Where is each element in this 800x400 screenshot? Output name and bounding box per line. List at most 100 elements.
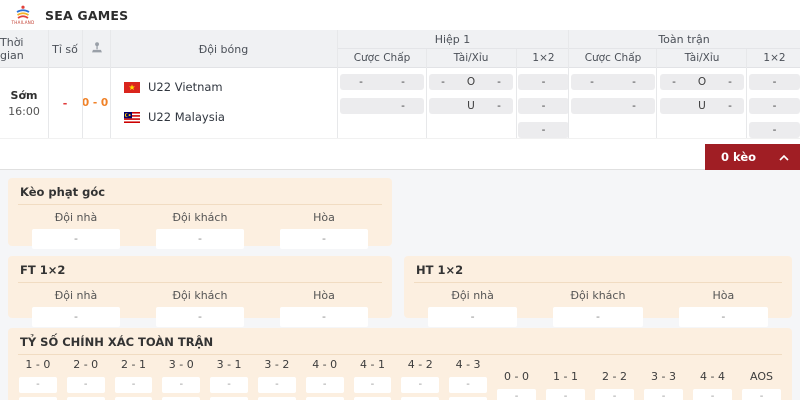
score-odds-cell[interactable]: - bbox=[497, 389, 536, 400]
odds-value: - bbox=[541, 100, 546, 112]
odds-first-half: ----O-U---- bbox=[337, 68, 569, 138]
odds-column-header: Hòa bbox=[313, 211, 335, 224]
score-odds-cell[interactable]: - bbox=[257, 377, 296, 393]
malaysia-flag-icon bbox=[124, 111, 140, 123]
odds-column: Đội nhà - bbox=[410, 286, 535, 327]
chevron-up-icon bbox=[779, 150, 789, 164]
away-team-name[interactable]: U22 Malaysia bbox=[148, 110, 225, 124]
score-odds-cell[interactable]: - bbox=[210, 377, 248, 393]
handicap-odds-pill[interactable]: -- bbox=[340, 74, 424, 90]
corner-odds-panel: Kèo phạt góc Đội nhà - Đội khách - Hòa - bbox=[8, 178, 392, 249]
odds-column-header: Đội khách bbox=[172, 289, 228, 302]
column-divider bbox=[337, 30, 338, 138]
sub-header-1x2: 1×2 bbox=[763, 52, 786, 64]
overunder-odds-pill[interactable]: -O- bbox=[429, 74, 513, 90]
odds-cell[interactable]: - bbox=[678, 307, 768, 327]
score-odds-cell[interactable]: - bbox=[449, 377, 487, 393]
away-team-row[interactable]: U22 Malaysia bbox=[124, 110, 225, 124]
odds-value: - bbox=[672, 76, 676, 88]
score-column-header: 4 - 1 bbox=[359, 358, 385, 371]
score-column-header: 4 - 4 bbox=[700, 370, 725, 383]
1x2-odds-pill[interactable]: - bbox=[518, 74, 569, 90]
score-odds-cell[interactable]: - bbox=[546, 389, 585, 400]
score-odds-cell[interactable]: - bbox=[19, 377, 57, 393]
odds-cell[interactable]: - bbox=[280, 229, 368, 249]
odds-cell[interactable]: - bbox=[156, 229, 244, 249]
score-column: 4 - 1-- bbox=[349, 356, 397, 400]
sub-header-overunder: Tài/Xỉu bbox=[453, 52, 489, 64]
handicap-odds-pill[interactable]: - bbox=[340, 98, 424, 114]
score-column-header: AOS bbox=[750, 370, 773, 383]
score-odds-cell[interactable]: - bbox=[66, 377, 105, 393]
odds-column: Hòa - bbox=[661, 286, 786, 327]
column-divider bbox=[48, 30, 49, 138]
1x2-odds-pill[interactable]: - bbox=[749, 122, 800, 138]
score-column-header: 2 - 1 bbox=[121, 358, 146, 371]
match-row: Sớm 16:00 - 0 - 0 U22 Vietnam bbox=[0, 68, 800, 138]
odds-cell[interactable]: - bbox=[553, 307, 643, 327]
score-odds-cell[interactable]: - bbox=[595, 389, 634, 400]
sub-header-handicap: Cược Chấp bbox=[353, 52, 411, 64]
col-header-score: Tỉ số bbox=[52, 42, 78, 56]
1x2-odds-pill[interactable]: - bbox=[518, 98, 569, 114]
section-title: HT 1×2 bbox=[414, 256, 782, 283]
joystick-icon bbox=[90, 41, 103, 57]
odds-cell[interactable]: - bbox=[32, 229, 120, 249]
1x2-odds-pill[interactable]: - bbox=[749, 98, 800, 114]
score-column-header: 3 - 3 bbox=[651, 370, 676, 383]
col-header-live bbox=[82, 30, 110, 68]
odds-value: - bbox=[772, 124, 777, 136]
section-columns: Đội nhà - Đội khách - Hòa - bbox=[8, 283, 392, 335]
sub-header-overunder: Tài/Xỉu bbox=[684, 52, 720, 64]
overunder-odds-pill[interactable]: U- bbox=[429, 98, 513, 114]
1x2-odds-pill[interactable]: - bbox=[749, 74, 800, 90]
score-column: 0 - 0 - bbox=[492, 368, 541, 400]
odds-cell[interactable]: - bbox=[156, 307, 244, 327]
score-odds-cell[interactable]: - bbox=[305, 377, 344, 393]
section-title: Kèo phạt góc bbox=[18, 178, 382, 205]
col-header-time: Thời gian bbox=[0, 36, 24, 62]
odds-value: - bbox=[772, 76, 777, 88]
odds-value: - bbox=[497, 76, 501, 88]
match-score: - bbox=[62, 96, 68, 110]
odds-column-header: Đội nhà bbox=[54, 211, 98, 224]
odds-cell[interactable]: - bbox=[32, 307, 120, 327]
score-column: AOS - bbox=[737, 368, 786, 400]
handicap-odds-pill[interactable]: - bbox=[571, 98, 655, 114]
overunder-odds-pill[interactable]: U- bbox=[660, 98, 744, 114]
section-columns: Đội nhà - Đội khách - Hòa - bbox=[404, 283, 792, 335]
overunder-odds-pill[interactable]: -O- bbox=[660, 74, 744, 90]
score-column: 4 - 3-- bbox=[444, 356, 492, 400]
score-odds-cell[interactable]: - bbox=[353, 377, 392, 393]
handicap-odds-pill[interactable]: -- bbox=[571, 74, 655, 90]
score-column: 4 - 2-- bbox=[396, 356, 444, 400]
score-column-header: 3 - 2 bbox=[264, 358, 290, 371]
odds-column: Đội khách - bbox=[138, 286, 262, 327]
score-odds-cell[interactable]: - bbox=[742, 389, 781, 400]
score-column-header: 1 - 1 bbox=[553, 370, 578, 383]
score-odds-cell[interactable]: - bbox=[644, 389, 683, 400]
odds-column-header: Đội nhà bbox=[451, 289, 494, 302]
1x2-odds-pill[interactable]: - bbox=[518, 122, 569, 138]
home-team-name[interactable]: U22 Vietnam bbox=[148, 80, 223, 94]
odds-value: - bbox=[632, 76, 636, 88]
keo-collapse-button[interactable]: 0 kèo bbox=[705, 144, 800, 170]
home-team-row[interactable]: U22 Vietnam bbox=[124, 80, 223, 94]
odds-column-header: Hòa bbox=[313, 289, 335, 302]
score-odds-cell[interactable]: - bbox=[401, 377, 440, 393]
odds-value: - bbox=[401, 76, 405, 88]
odds-value: - bbox=[401, 100, 405, 112]
match-teams-cell[interactable]: U22 Vietnam U22 Malay bbox=[110, 68, 337, 138]
odds-column-header: Đội khách bbox=[570, 289, 626, 302]
odds-cell[interactable]: - bbox=[280, 307, 368, 327]
score-odds-cell[interactable]: - bbox=[114, 377, 153, 393]
score-column-header: 3 - 0 bbox=[168, 358, 194, 371]
score-odds-cell[interactable]: - bbox=[162, 377, 201, 393]
score-column-header: 0 - 0 bbox=[504, 370, 529, 383]
score-column: 2 - 0-- bbox=[62, 356, 110, 400]
extra-markets: Kèo phạt góc Đội nhà - Đội khách - Hòa - FT 1… bbox=[0, 170, 800, 400]
ht-1x2-panel: HT 1×2 Đội nhà - Đội khách - Hòa - bbox=[404, 256, 792, 327]
odds-cell[interactable]: - bbox=[428, 307, 518, 327]
score-odds-cell[interactable]: - bbox=[693, 389, 732, 400]
